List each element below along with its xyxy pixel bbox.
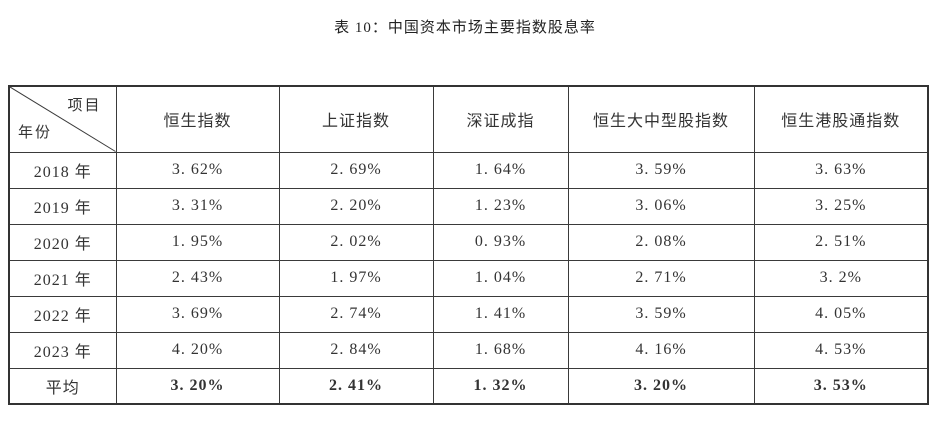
column-header-sse-index: 上证指数 bbox=[278, 85, 434, 153]
value-cell: 2. 08% bbox=[567, 223, 755, 261]
table-row-2018: 2018 年 3. 62% 2. 69% 1. 64% 3. 59% 3. 63… bbox=[8, 151, 929, 189]
value-cell: 3. 06% bbox=[567, 187, 755, 225]
value-cell: 3. 2% bbox=[753, 259, 929, 297]
year-cell: 2018 年 bbox=[8, 151, 117, 189]
year-cell: 2019 年 bbox=[8, 187, 117, 225]
column-header-hang-seng-index: 恒生指数 bbox=[115, 85, 280, 153]
value-cell: 3. 63% bbox=[753, 151, 929, 189]
year-cell: 2021 年 bbox=[8, 259, 117, 297]
corner-item-label: 项目 bbox=[67, 98, 102, 114]
value-cell: 3. 62% bbox=[115, 151, 280, 189]
table-row-2019: 2019 年 3. 31% 2. 20% 1. 23% 3. 06% 3. 25… bbox=[8, 187, 929, 225]
table-header-row: 项目 年份 恒生指数 上证指数 深证成指 恒生大中型股指数 恒生港股通指数 bbox=[8, 85, 929, 153]
value-cell: 3. 59% bbox=[567, 151, 755, 189]
column-header-hs-largemid-cap-index: 恒生大中型股指数 bbox=[567, 85, 755, 153]
diagonal-divider-line bbox=[10, 87, 116, 152]
value-cell: 1. 41% bbox=[432, 295, 569, 333]
value-cell: 4. 53% bbox=[753, 331, 929, 369]
value-cell: 1. 04% bbox=[432, 259, 569, 297]
dividend-yield-table: 项目 年份 恒生指数 上证指数 深证成指 恒生大中型股指数 恒生港股通指数 20… bbox=[8, 85, 929, 405]
year-cell: 2022 年 bbox=[8, 295, 117, 333]
value-cell: 3. 31% bbox=[115, 187, 280, 225]
value-cell: 1. 95% bbox=[115, 223, 280, 261]
value-cell: 3. 59% bbox=[567, 295, 755, 333]
dividend-yield-table-container: 项目 年份 恒生指数 上证指数 深证成指 恒生大中型股指数 恒生港股通指数 20… bbox=[8, 85, 929, 405]
average-value-cell: 3. 20% bbox=[115, 367, 280, 405]
value-cell: 3. 69% bbox=[115, 295, 280, 333]
table-row-2023: 2023 年 4. 20% 2. 84% 1. 68% 4. 16% 4. 53… bbox=[8, 331, 929, 369]
value-cell: 2. 84% bbox=[278, 331, 434, 369]
table-row-2022: 2022 年 3. 69% 2. 74% 1. 41% 3. 59% 4. 05… bbox=[8, 295, 929, 333]
column-header-szse-component-index: 深证成指 bbox=[432, 85, 569, 153]
table-caption: 表 10：中国资本市场主要指数股息率 bbox=[334, 20, 596, 36]
value-cell: 4. 20% bbox=[115, 331, 280, 369]
value-cell: 2. 71% bbox=[567, 259, 755, 297]
average-value-cell: 3. 53% bbox=[753, 367, 929, 405]
value-cell: 2. 74% bbox=[278, 295, 434, 333]
value-cell: 4. 16% bbox=[567, 331, 755, 369]
corner-header-cell: 项目 年份 bbox=[8, 85, 117, 153]
value-cell: 1. 68% bbox=[432, 331, 569, 369]
value-cell: 3. 25% bbox=[753, 187, 929, 225]
average-label-cell: 平均 bbox=[8, 367, 117, 405]
value-cell: 1. 97% bbox=[278, 259, 434, 297]
average-value-cell: 1. 32% bbox=[432, 367, 569, 405]
value-cell: 1. 64% bbox=[432, 151, 569, 189]
value-cell: 4. 05% bbox=[753, 295, 929, 333]
value-cell: 2. 20% bbox=[278, 187, 434, 225]
value-cell: 2. 69% bbox=[278, 151, 434, 189]
value-cell: 0. 93% bbox=[432, 223, 569, 261]
value-cell: 2. 43% bbox=[115, 259, 280, 297]
column-header-hs-stock-connect-index: 恒生港股通指数 bbox=[753, 85, 929, 153]
year-cell: 2023 年 bbox=[8, 331, 117, 369]
year-cell: 2020 年 bbox=[8, 223, 117, 261]
corner-year-label: 年份 bbox=[18, 124, 53, 141]
table-row-average: 平均 3. 20% 2. 41% 1. 32% 3. 20% 3. 53% bbox=[8, 367, 929, 405]
average-value-cell: 3. 20% bbox=[567, 367, 755, 405]
value-cell: 2. 02% bbox=[278, 223, 434, 261]
table-row-2020: 2020 年 1. 95% 2. 02% 0. 93% 2. 08% 2. 51… bbox=[8, 223, 929, 261]
value-cell: 1. 23% bbox=[432, 187, 569, 225]
average-value-cell: 2. 41% bbox=[278, 367, 434, 405]
value-cell: 2. 51% bbox=[753, 223, 929, 261]
table-row-2021: 2021 年 2. 43% 1. 97% 1. 04% 2. 71% 3. 2% bbox=[8, 259, 929, 297]
